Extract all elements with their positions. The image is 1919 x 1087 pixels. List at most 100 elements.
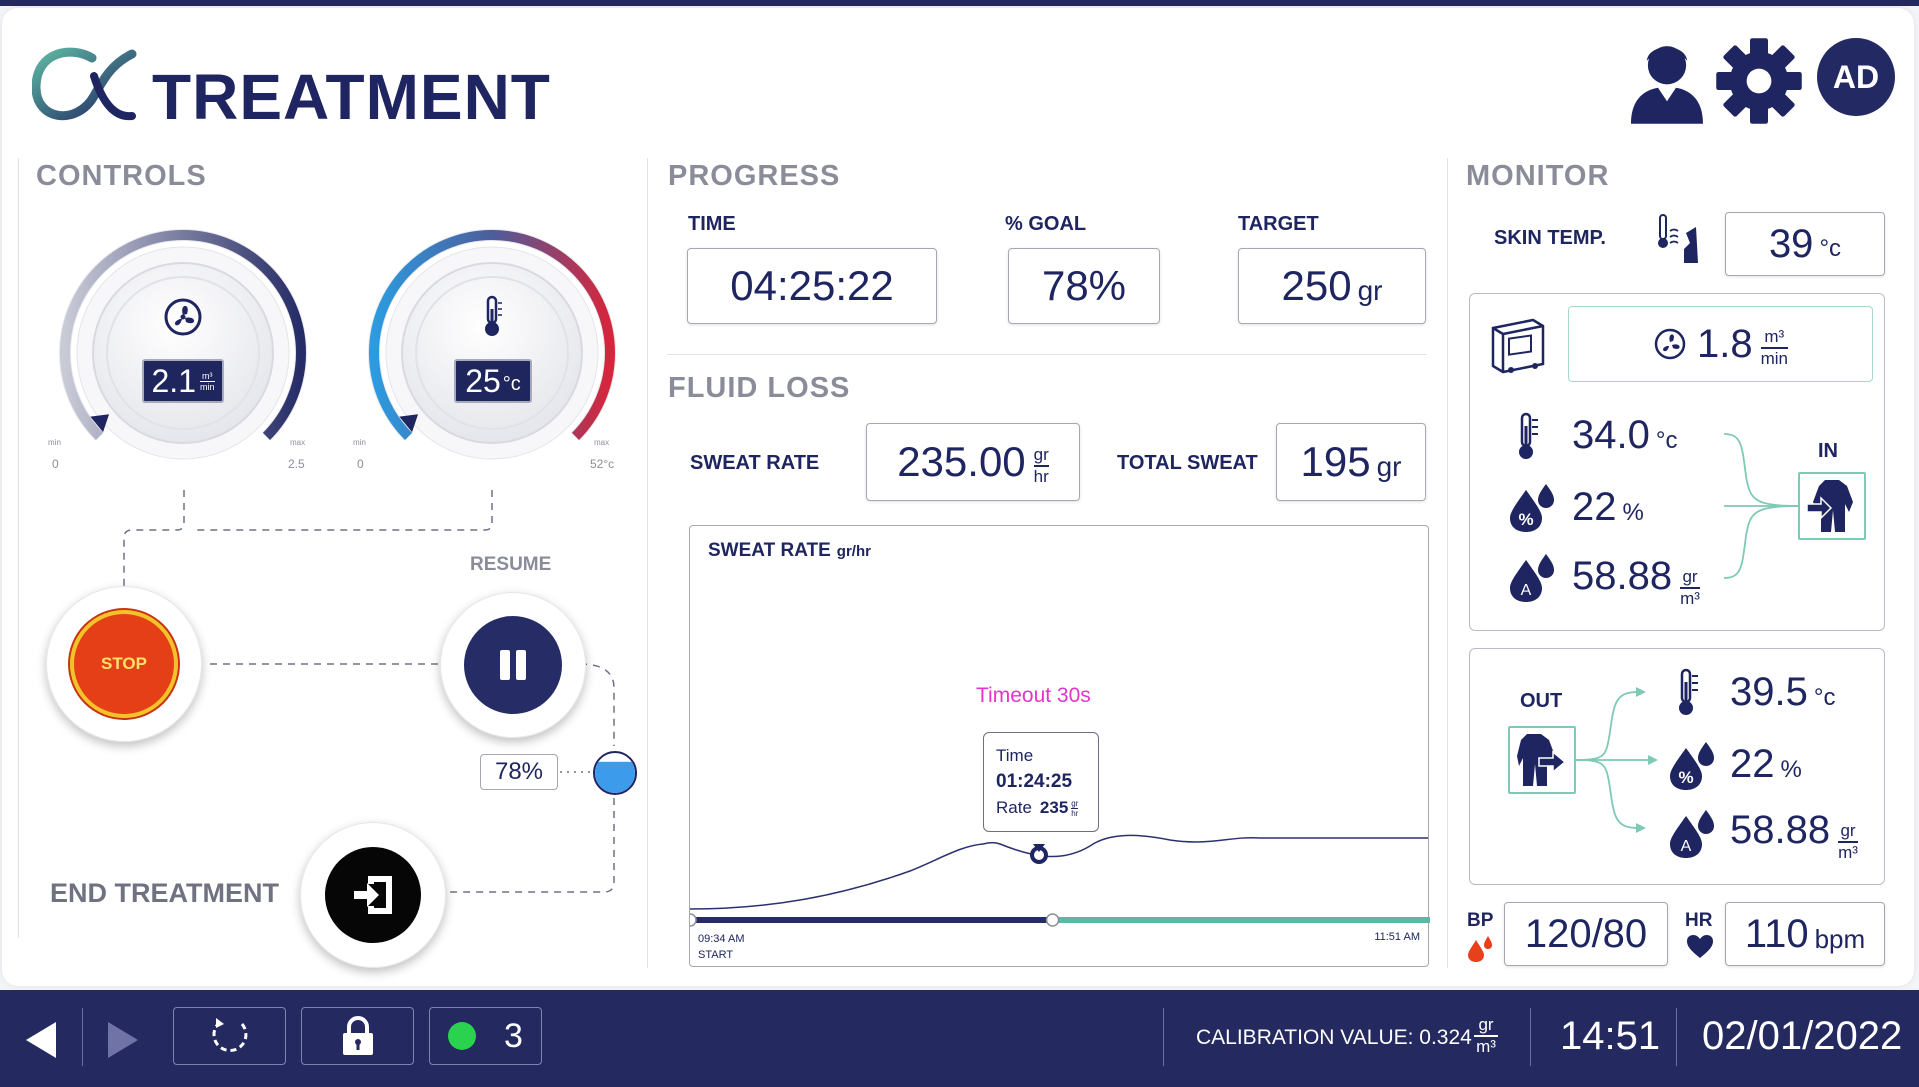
cal-unit-num: gr (1478, 1015, 1494, 1034)
suit-inlet-button[interactable] (1798, 472, 1866, 540)
chart-plot (690, 834, 1430, 927)
forward-arrow-icon[interactable] (106, 1020, 140, 1060)
svg-text:A: A (1681, 838, 1692, 855)
page-title: TREATMENT (152, 61, 551, 133)
timeline-start-label: START (698, 949, 734, 961)
inlet-flow-lines (1724, 433, 1801, 579)
total-sweat-unit: gr (1376, 451, 1402, 482)
inlet-abs-unit-den: m³ (1680, 588, 1700, 608)
chart-title: SWEAT RATE gr/hr (708, 540, 871, 562)
end-treatment-label: END TREATMENT (50, 878, 279, 908)
goal-value: 78% (1041, 262, 1127, 309)
end-treatment-button[interactable] (325, 847, 421, 943)
temp-max-label: max (594, 438, 610, 447)
status-divider (82, 1008, 83, 1066)
tooltip-time-value: 01:24:25 (996, 771, 1073, 792)
target-box: 250 gr (1238, 248, 1426, 324)
hr-box: 110 bpm (1725, 902, 1885, 966)
temp-dial-pointer[interactable] (399, 406, 424, 433)
inlet-absolute-humidity-icon: A (1510, 554, 1554, 602)
flow-value: 1.8 (1696, 321, 1753, 366)
target-value: 250 (1281, 262, 1352, 309)
temp-knob[interactable] (401, 262, 583, 444)
timeout-text: Timeout 30s (976, 684, 1091, 707)
fan-unit-den: min (199, 381, 215, 392)
timeline-start-handle[interactable] (690, 913, 697, 927)
pause-resume-button[interactable] (464, 616, 562, 714)
time-value: 04:25:22 (730, 262, 894, 309)
target-unit: gr (1357, 275, 1383, 306)
calibration-label: CALIBRATION VALUE: 0.324 (1196, 1026, 1472, 1049)
sweat-rate-label: SWEAT RATE (690, 452, 820, 474)
settings-gear-icon[interactable] (1714, 36, 1804, 126)
chart-title-unit: gr/hr (836, 543, 871, 560)
sweat-rate-chart[interactable]: SWEAT RATE gr/hr Timeout 30s Time 01:24:2… (689, 525, 1430, 967)
divider-progress-monitor (1447, 158, 1448, 968)
lock-button[interactable] (301, 1007, 414, 1065)
tooltip-rate-label: Rate (996, 798, 1032, 817)
hr-unit: bpm (1814, 923, 1866, 954)
status-divider (1163, 1008, 1164, 1066)
divider-controls-progress (647, 158, 648, 968)
total-sweat-label: TOTAL SWEAT (1117, 452, 1258, 474)
fan-speed-dial[interactable] (38, 213, 328, 483)
hr-value: 110 (1744, 911, 1809, 956)
temp-value: 25 (465, 362, 501, 399)
outlet-abs-humidity: 58.88 gr m³ (1730, 808, 1858, 862)
fan-max-label: max (290, 438, 306, 447)
outlet-thermometer-icon (1679, 668, 1698, 715)
bp-box: 120/80 (1504, 902, 1668, 966)
fan-dial-pointer[interactable] (90, 406, 115, 433)
dial-arc (369, 230, 615, 440)
monitor-title: MONITOR (1466, 160, 1610, 192)
out-label: OUT (1520, 690, 1563, 712)
brand-logo-icon (32, 47, 137, 121)
stop-button[interactable]: STOP (70, 610, 178, 718)
blood-drop-icon (1468, 936, 1492, 962)
timeline-current-handle[interactable] (1045, 913, 1060, 927)
timeline-start-time: 09:34 AM (698, 933, 745, 945)
hr-label: HR (1685, 910, 1713, 931)
inlet-humidity-value: 22 (1572, 485, 1617, 529)
lock-icon (342, 1016, 373, 1055)
fan-min-value: 0 (52, 457, 59, 471)
inlet-temp-unit: °c (1655, 427, 1678, 454)
tooltip-time-label: Time (996, 746, 1034, 765)
temp-value-display: 25 °c (454, 359, 532, 403)
refresh-button[interactable] (173, 1007, 286, 1065)
time-label: TIME (688, 213, 736, 235)
temperature-dial[interactable] (347, 213, 637, 483)
flow-box: 1.8 m³ min (1568, 306, 1873, 382)
temp-unit: °c (502, 372, 521, 395)
main-panel: TREATMENT AD (2, 8, 1914, 986)
suit-outlet-button[interactable] (1508, 726, 1576, 794)
control-connectors (123, 490, 615, 893)
status-bar: 3 CALIBRATION VALUE: 0.324 gr m³ 14:51 0… (0, 990, 1919, 1087)
outlet-humidity-value: 22 (1730, 742, 1775, 786)
suit-in-icon (1807, 480, 1853, 532)
outlet-humidity: 22 % (1730, 742, 1802, 787)
skin-temp-label: SKIN TEMP. (1494, 227, 1606, 249)
chart-marker-pointer (1033, 844, 1045, 852)
fan-knob[interactable] (92, 262, 274, 444)
inlet-abs-unit-num: gr (1682, 567, 1698, 586)
tooltip-rate-unit-den: hr (1071, 808, 1079, 818)
patient-profile-icon[interactable] (1622, 36, 1712, 126)
user-avatar[interactable]: AD (1817, 38, 1895, 116)
back-arrow-icon[interactable] (24, 1020, 58, 1060)
outlet-abs-unit-den: m³ (1838, 842, 1858, 862)
total-sweat-box: 195 gr (1276, 423, 1426, 501)
outlet-flow-lines (1576, 687, 1658, 833)
device-unit-icon (1491, 318, 1545, 374)
outlet-temp-unit: °c (1813, 684, 1836, 711)
pause-icon (500, 650, 526, 680)
level-gauge (593, 751, 637, 795)
timeline-elapsed (690, 917, 1053, 923)
fan-value: 2.1 (151, 362, 196, 399)
status-indicator-icon (448, 1022, 476, 1050)
progress-title: PROGRESS (668, 160, 841, 192)
refresh-icon (211, 1018, 247, 1053)
level-gauge-fill (595, 761, 635, 793)
alerts-button[interactable]: 3 (429, 1007, 542, 1065)
skin-temp-box: 39 °c (1725, 212, 1885, 276)
